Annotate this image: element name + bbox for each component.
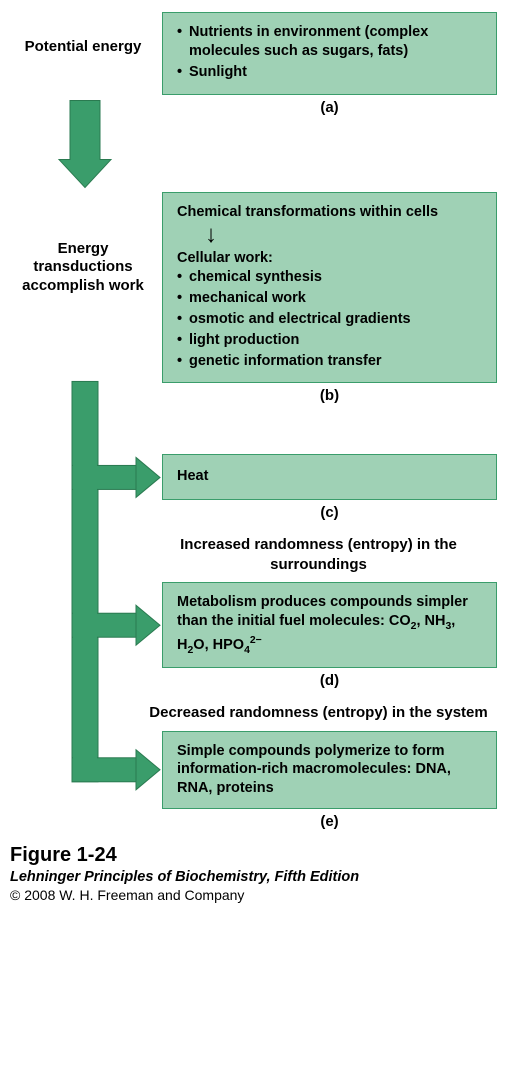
row-c: Heat — [10, 454, 497, 500]
inner-down-arrow-icon: ↓ — [205, 223, 484, 247]
book-title: Lehninger Principles of Biochemistry, Fi… — [10, 869, 497, 885]
spacer-ab — [10, 130, 497, 192]
box-b-item-1: mechanical work — [177, 289, 484, 308]
row-d: Metabolism produces compounds simpler th… — [10, 582, 497, 668]
box-b-subheader: Cellular work: — [177, 249, 484, 268]
box-a-item-0: Nutrients in environment (complex molecu… — [177, 23, 484, 61]
box-a-item-1: Sunlight — [177, 63, 484, 82]
spacer-bc — [10, 418, 497, 454]
label-energy-transductions: Energy transductions accomplish work — [10, 192, 162, 296]
label-potential-energy: Potential energy — [10, 12, 162, 57]
box-a-list: Nutrients in environment (complex molecu… — [177, 23, 484, 82]
box-e-text: Simple compounds polymerize to form info… — [177, 743, 451, 797]
box-c: Heat — [162, 454, 497, 500]
box-d-text: Metabolism produces compounds simpler th… — [177, 594, 468, 652]
box-b-item-3: light production — [177, 331, 484, 350]
box-b-list: chemical synthesis mechanical work osmot… — [177, 268, 484, 370]
box-a: Nutrients in environment (complex molecu… — [162, 12, 497, 95]
box-d: Metabolism produces compounds simpler th… — [162, 582, 497, 668]
copyright-line: © 2008 W. H. Freeman and Company — [10, 887, 497, 903]
tag-b: (b) — [162, 387, 497, 404]
tag-e: (e) — [162, 813, 497, 830]
row-b: Energy transductions accomplish work Che… — [10, 192, 497, 384]
tag-d: (d) — [162, 672, 497, 689]
box-b-item-4: genetic information transfer — [177, 352, 484, 371]
box-b-item-2: osmotic and electrical gradients — [177, 310, 484, 329]
energy-flow-diagram: Potential energy Nutrients in environmen… — [10, 12, 497, 830]
figure-caption: Figure 1-24 Lehninger Principles of Bioc… — [10, 844, 497, 903]
box-b-item-0: chemical synthesis — [177, 268, 484, 287]
prelabel-e: Decreased randomness (entropy) in the sy… — [140, 703, 497, 723]
tag-a: (a) — [162, 99, 497, 116]
box-b: Chemical transformations within cells ↓ … — [162, 192, 497, 384]
row-a: Potential energy Nutrients in environmen… — [10, 12, 497, 95]
row-e: Simple compounds polymerize to form info… — [10, 731, 497, 810]
box-b-header: Chemical transformations within cells — [177, 203, 484, 222]
box-e: Simple compounds polymerize to form info… — [162, 731, 497, 810]
tag-c: (c) — [162, 504, 497, 521]
box-c-text: Heat — [177, 468, 208, 484]
figure-number: Figure 1-24 — [10, 844, 497, 867]
prelabel-d: Increased randomness (entropy) in the su… — [140, 535, 497, 574]
